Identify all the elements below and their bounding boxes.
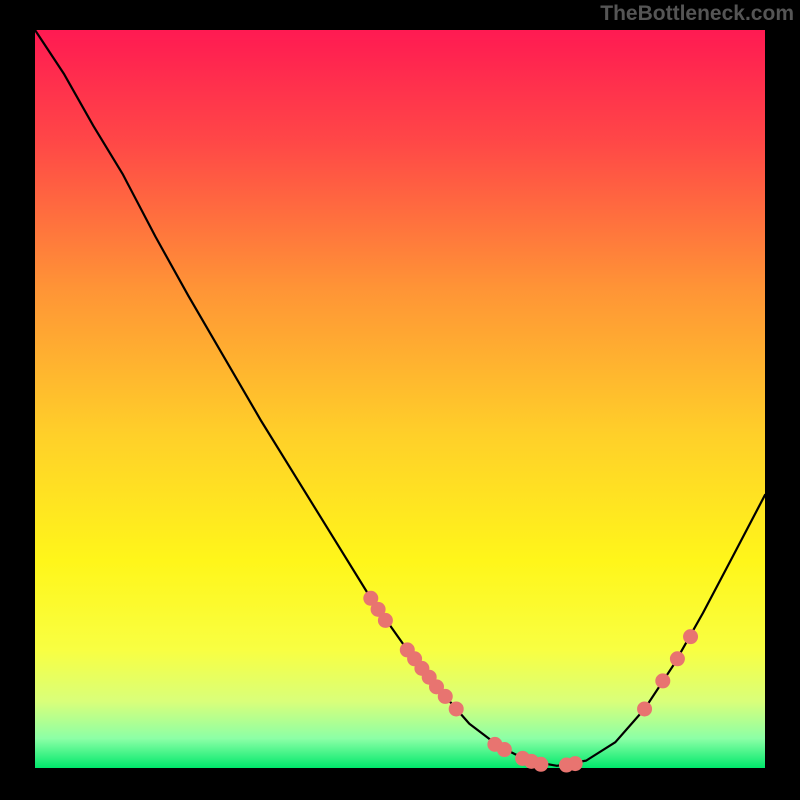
watermark-text: TheBottleneck.com: [600, 2, 794, 26]
chart-svg: [0, 0, 800, 800]
bottleneck-chart: TheBottleneck.com: [0, 0, 800, 800]
